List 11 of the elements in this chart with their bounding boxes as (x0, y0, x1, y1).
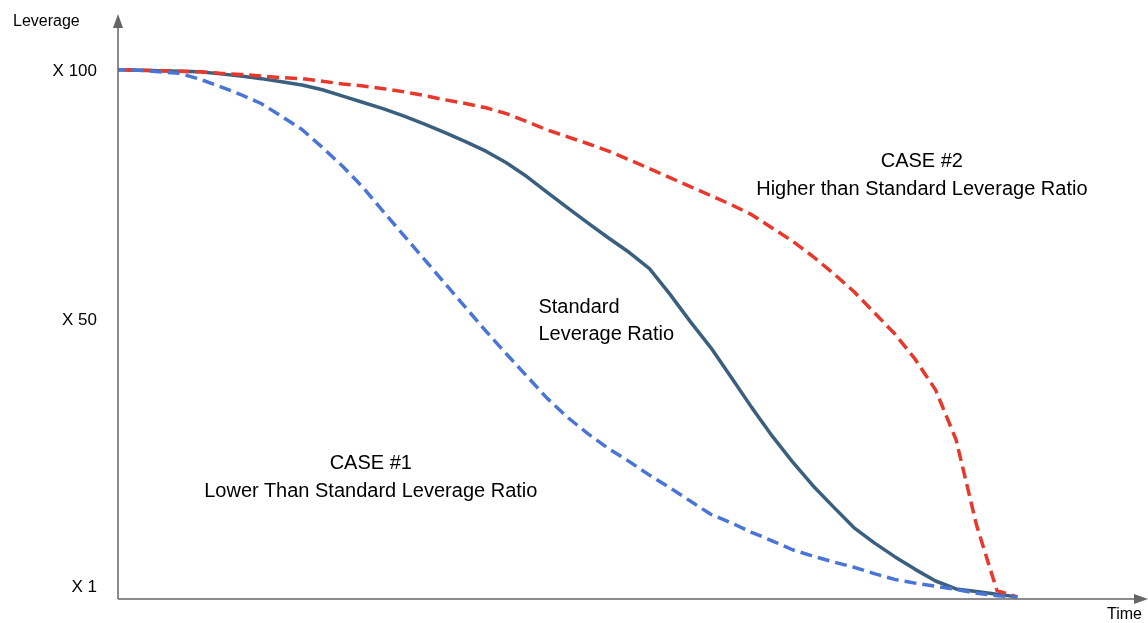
annotation: Leverage Ratio (538, 322, 675, 345)
text: X 100 (52, 60, 98, 80)
annotation: CASE #1 (329, 451, 412, 474)
y-axis-title: Leverage (13, 12, 80, 30)
annotation: Lower Than Standard Leverage Ratio (204, 479, 538, 502)
text: X 50 (62, 309, 98, 329)
annotation: Higher than Standard Leverage Ratio (756, 176, 1088, 199)
text: X 1 (71, 576, 98, 596)
annotation: Standard (538, 295, 620, 318)
annotation: CASE #2 (880, 148, 963, 171)
x-axis-title: Time (1107, 605, 1143, 623)
